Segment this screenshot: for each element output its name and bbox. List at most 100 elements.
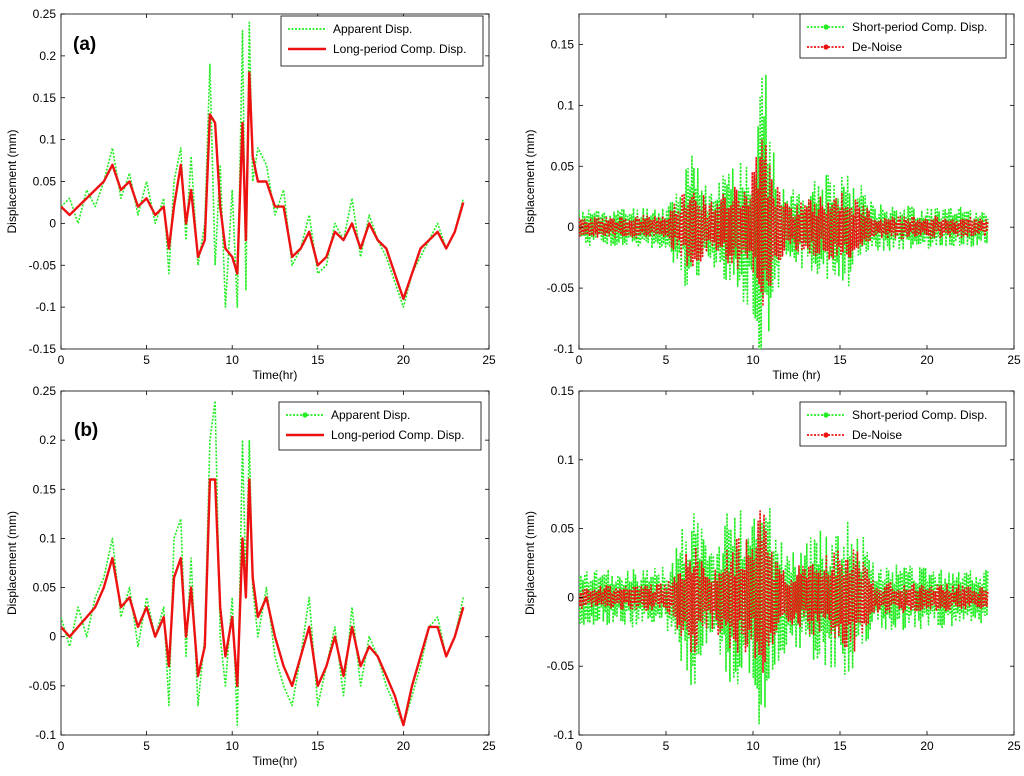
x-tick-label: 15 (833, 353, 847, 367)
x-axis-label: Time (hr) (772, 754, 820, 768)
y-tick-label: 0.05 (33, 175, 57, 189)
y-tick-label: -0.1 (35, 728, 56, 742)
y-tick-label: 0.15 (33, 91, 57, 105)
legend-marker-0 (302, 412, 308, 418)
legend-marker-1 (823, 44, 829, 50)
y-axis-label: Displacement (mm) (523, 511, 537, 615)
axes-box (60, 390, 490, 736)
chart-panel-a-right: 0 5 10 15 20 25 -0.1 -0.05 0 0.05 0.1 0.15 Time (hr)… (523, 13, 1021, 382)
legend-marker-0 (823, 24, 829, 30)
plot-area (61, 21, 465, 308)
legend: Short-period Comp. Disp. De-Noise (799, 401, 1007, 447)
series-line-3-0 (579, 507, 989, 725)
y-tick-label: 0.1 (39, 531, 56, 545)
x-axis-label: Time(hr) (253, 754, 298, 768)
y-tick-label: -0.1 (35, 300, 56, 314)
series-line-2-0 (61, 400, 465, 726)
y-tick-label: 0.1 (557, 453, 574, 467)
chart-panel-a-left: 0 5 10 15 20 25 -0.15 -0.1 -0.05 0 0.05 0.1 0.15 0.2 0… (5, 7, 496, 382)
legend-marker-1 (823, 432, 829, 438)
x-tick-label: 20 (920, 353, 934, 367)
x-tick-label: 15 (833, 739, 847, 753)
legend: Apparent Disp. Long-period Comp. Disp. (280, 15, 484, 67)
x-tick-label: 25 (1007, 739, 1021, 753)
x-tick-label: 25 (1007, 353, 1021, 367)
y-tick-label: 0.2 (39, 49, 56, 63)
plot-area (61, 400, 465, 727)
y-tick-label: 0.05 (33, 581, 57, 595)
legend-label-0: Short-period Comp. Disp. (852, 408, 987, 422)
y-tick-label: 0.15 (551, 384, 575, 398)
x-tick-label: 20 (920, 739, 934, 753)
legend-label-0: Apparent Disp. (331, 408, 410, 422)
y-tick-label: -0.05 (29, 679, 57, 693)
axes-box (578, 390, 1015, 736)
legend-label-1: Long-period Comp. Disp. (333, 42, 466, 56)
x-tick-label: 20 (397, 739, 411, 753)
y-tick-label: -0.05 (547, 659, 575, 673)
legend-box (278, 401, 482, 451)
legend-marker-0 (823, 412, 829, 418)
y-axis-label: Displacement (mm) (523, 129, 537, 233)
legend: Short-period Comp. Disp. De-Noise (799, 13, 1007, 59)
plot-area (579, 74, 989, 349)
x-tick-label: 0 (576, 739, 583, 753)
series-line-2-1 (61, 478, 465, 727)
legend-box (280, 15, 484, 67)
series-line-3-1 (579, 510, 989, 673)
y-tick-label: 0 (567, 590, 574, 604)
y-tick-label: -0.05 (29, 258, 57, 272)
x-tick-label: 0 (576, 353, 583, 367)
x-tick-label: 25 (482, 739, 496, 753)
x-tick-label: 10 (226, 353, 240, 367)
y-tick-label: 0.25 (33, 384, 57, 398)
y-tick-label: -0.1 (553, 728, 574, 742)
x-tick-label: 5 (663, 739, 670, 753)
x-tick-label: 5 (143, 739, 150, 753)
legend-label-1: De-Noise (852, 428, 902, 442)
x-tick-label: 25 (482, 353, 496, 367)
panel-tag: (a) (73, 34, 96, 55)
x-tick-label: 5 (143, 353, 150, 367)
axes-box (578, 13, 1015, 350)
y-tick-label: 0 (49, 630, 56, 644)
legend-box (799, 401, 1007, 447)
chart-panel-b-left: 0 5 10 15 20 25 -0.1 -0.05 0 0.05 0.1 0.15 0.2 0.25 Ti… (5, 384, 496, 768)
y-tick-label: 0.1 (39, 133, 56, 147)
series-line-1-0 (579, 74, 989, 349)
y-tick-label: 0.25 (33, 7, 57, 21)
legend-label-1: De-Noise (852, 40, 902, 54)
x-tick-label: 0 (58, 353, 65, 367)
y-tick-label: -0.1 (553, 342, 574, 356)
x-tick-label: 10 (226, 739, 240, 753)
y-tick-label: 0.1 (557, 98, 574, 112)
y-tick-label: -0.15 (29, 342, 57, 356)
x-tick-label: 0 (58, 739, 65, 753)
y-tick-label: -0.05 (547, 281, 575, 295)
y-tick-label: 0.15 (33, 482, 57, 496)
x-axis-label: Time(hr) (253, 368, 298, 382)
y-axis-label: Displacement (mm) (5, 129, 19, 233)
y-tick-label: 0 (567, 220, 574, 234)
legend-label-0: Short-period Comp. Disp. (852, 20, 987, 34)
y-tick-label: 0.05 (551, 522, 575, 536)
x-axis-label: Time (hr) (772, 368, 820, 382)
y-tick-label: 0.2 (39, 433, 56, 447)
x-tick-label: 10 (746, 739, 760, 753)
series-line-1-1 (579, 139, 989, 307)
y-tick-label: 0.05 (551, 159, 575, 173)
x-tick-label: 15 (311, 353, 325, 367)
y-axis-label: Displacement (mm) (5, 511, 19, 615)
legend-label-0: Apparent Disp. (333, 22, 412, 36)
x-tick-label: 15 (311, 739, 325, 753)
series-line-0-1 (61, 71, 465, 300)
chart-panel-b-right: 0 5 10 15 20 25 -0.1 -0.05 0 0.05 0.1 0.15 Time (hr)… (523, 384, 1021, 768)
legend-label-1: Long-period Comp. Disp. (331, 428, 464, 442)
y-tick-label: 0.15 (551, 37, 575, 51)
plot-area (579, 507, 989, 725)
panel-tag: (b) (74, 420, 98, 441)
y-tick-label: 0 (49, 216, 56, 230)
legend: Apparent Disp. Long-period Comp. Disp. (278, 401, 482, 451)
legend-box (799, 13, 1007, 59)
